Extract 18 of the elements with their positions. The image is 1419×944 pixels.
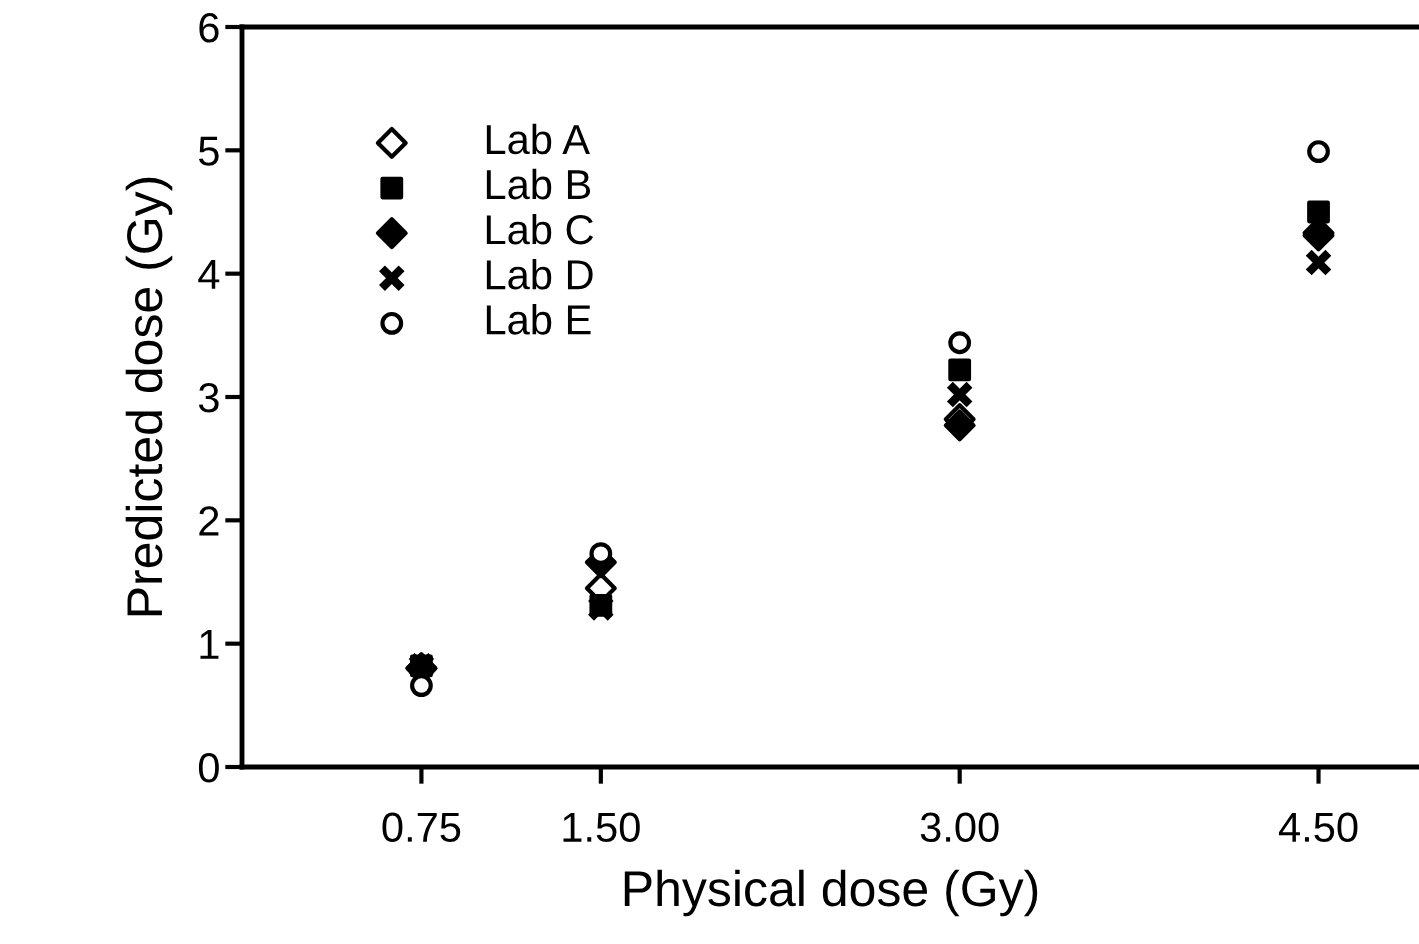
x-axis-title: Physical dose (Gy) xyxy=(624,869,1038,917)
y-axis-title: Predicted dose (Gy) xyxy=(125,177,173,616)
legend-label: Lab C xyxy=(486,213,594,245)
legend-label: Lab A xyxy=(486,123,590,155)
y-tick-label: 0 xyxy=(198,753,219,783)
legend-label: Lab B xyxy=(486,168,591,200)
x-tick-label: 1.50 xyxy=(563,812,640,843)
y-tick-label: 2 xyxy=(199,506,219,536)
y-tick-label: 1 xyxy=(200,630,219,659)
legend-label: Lab E xyxy=(486,304,591,335)
legend-label: Lab D xyxy=(486,258,593,290)
y-tick-label: 6 xyxy=(199,13,219,43)
x-tick-label: 3.00 xyxy=(920,812,999,843)
y-tick-label: 5 xyxy=(198,136,219,166)
x-tick-label: 0.75 xyxy=(382,812,461,843)
y-tick-label: 3 xyxy=(198,383,219,413)
x-tick-label: 4.50 xyxy=(1278,812,1358,843)
y-tick-label: 4 xyxy=(198,260,220,289)
